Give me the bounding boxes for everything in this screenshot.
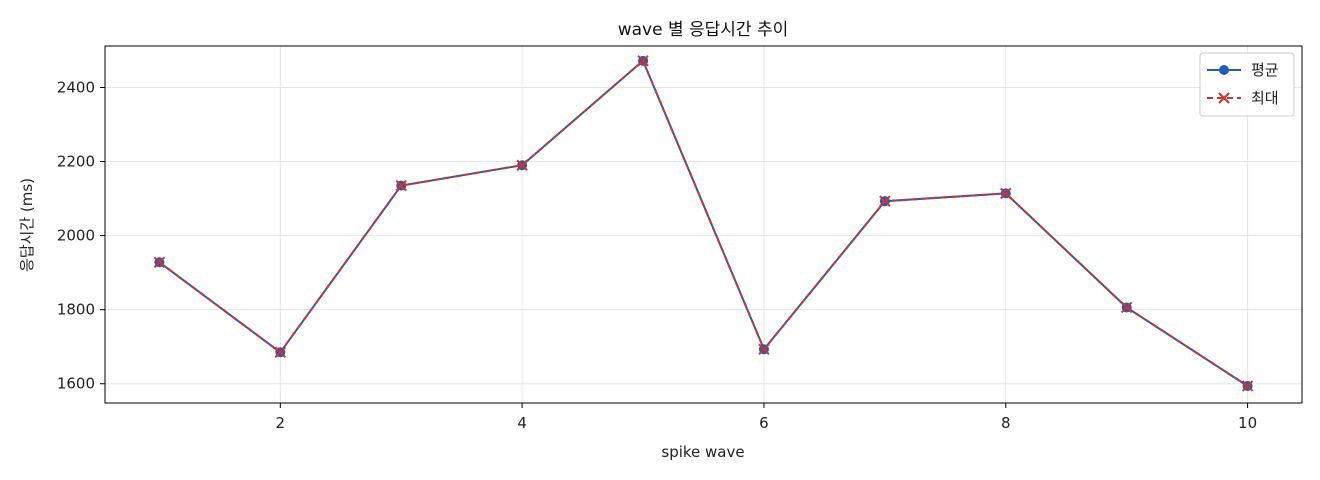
data-point xyxy=(637,55,649,67)
grid-lines xyxy=(105,46,1302,403)
series-layer xyxy=(153,55,1254,392)
data-point xyxy=(1241,380,1254,392)
series-2 xyxy=(153,55,1254,392)
x-axis: 2 4 6 8 10 xyxy=(276,403,1257,432)
series-line xyxy=(158,59,1249,387)
data-point xyxy=(395,179,407,192)
x-tick-label: 2 xyxy=(276,414,286,432)
legend-label-avg: 평균 xyxy=(1251,61,1279,79)
data-point xyxy=(274,346,287,358)
y-tick-label: 1800 xyxy=(57,301,95,319)
x-axis-title: spike wave xyxy=(661,443,744,461)
data-point xyxy=(1000,187,1012,200)
x-tick-label: 10 xyxy=(1238,414,1257,432)
data-point xyxy=(1120,301,1133,314)
y-tick-label: 2000 xyxy=(57,227,95,245)
chart-title: wave 별 응답시간 추이 xyxy=(618,20,789,40)
y-tick-label: 2400 xyxy=(57,78,95,96)
data-point xyxy=(153,256,166,268)
legend-label-max: 최대 xyxy=(1251,89,1279,107)
series-line xyxy=(158,59,1249,387)
legend-marker-avg xyxy=(1219,65,1229,75)
y-tick-label: 2200 xyxy=(57,153,95,171)
data-point xyxy=(879,195,891,207)
x-tick-label: 8 xyxy=(1001,414,1011,432)
data-point xyxy=(758,343,770,356)
legend: 평균 최대 xyxy=(1199,52,1295,117)
plot-frame xyxy=(104,45,1303,404)
x-tick-label: 6 xyxy=(759,414,769,432)
x-tick-label: 4 xyxy=(517,414,527,432)
data-point xyxy=(516,159,528,171)
series-1 xyxy=(154,55,1253,391)
legend-box xyxy=(1199,52,1295,117)
legend-marker-max xyxy=(1218,92,1230,104)
y-axis-title: 응답시간 (ms) xyxy=(18,178,36,272)
y-tick-label: 1600 xyxy=(57,375,95,393)
y-axis: 1600 1800 2000 2200 2400 xyxy=(57,78,105,393)
